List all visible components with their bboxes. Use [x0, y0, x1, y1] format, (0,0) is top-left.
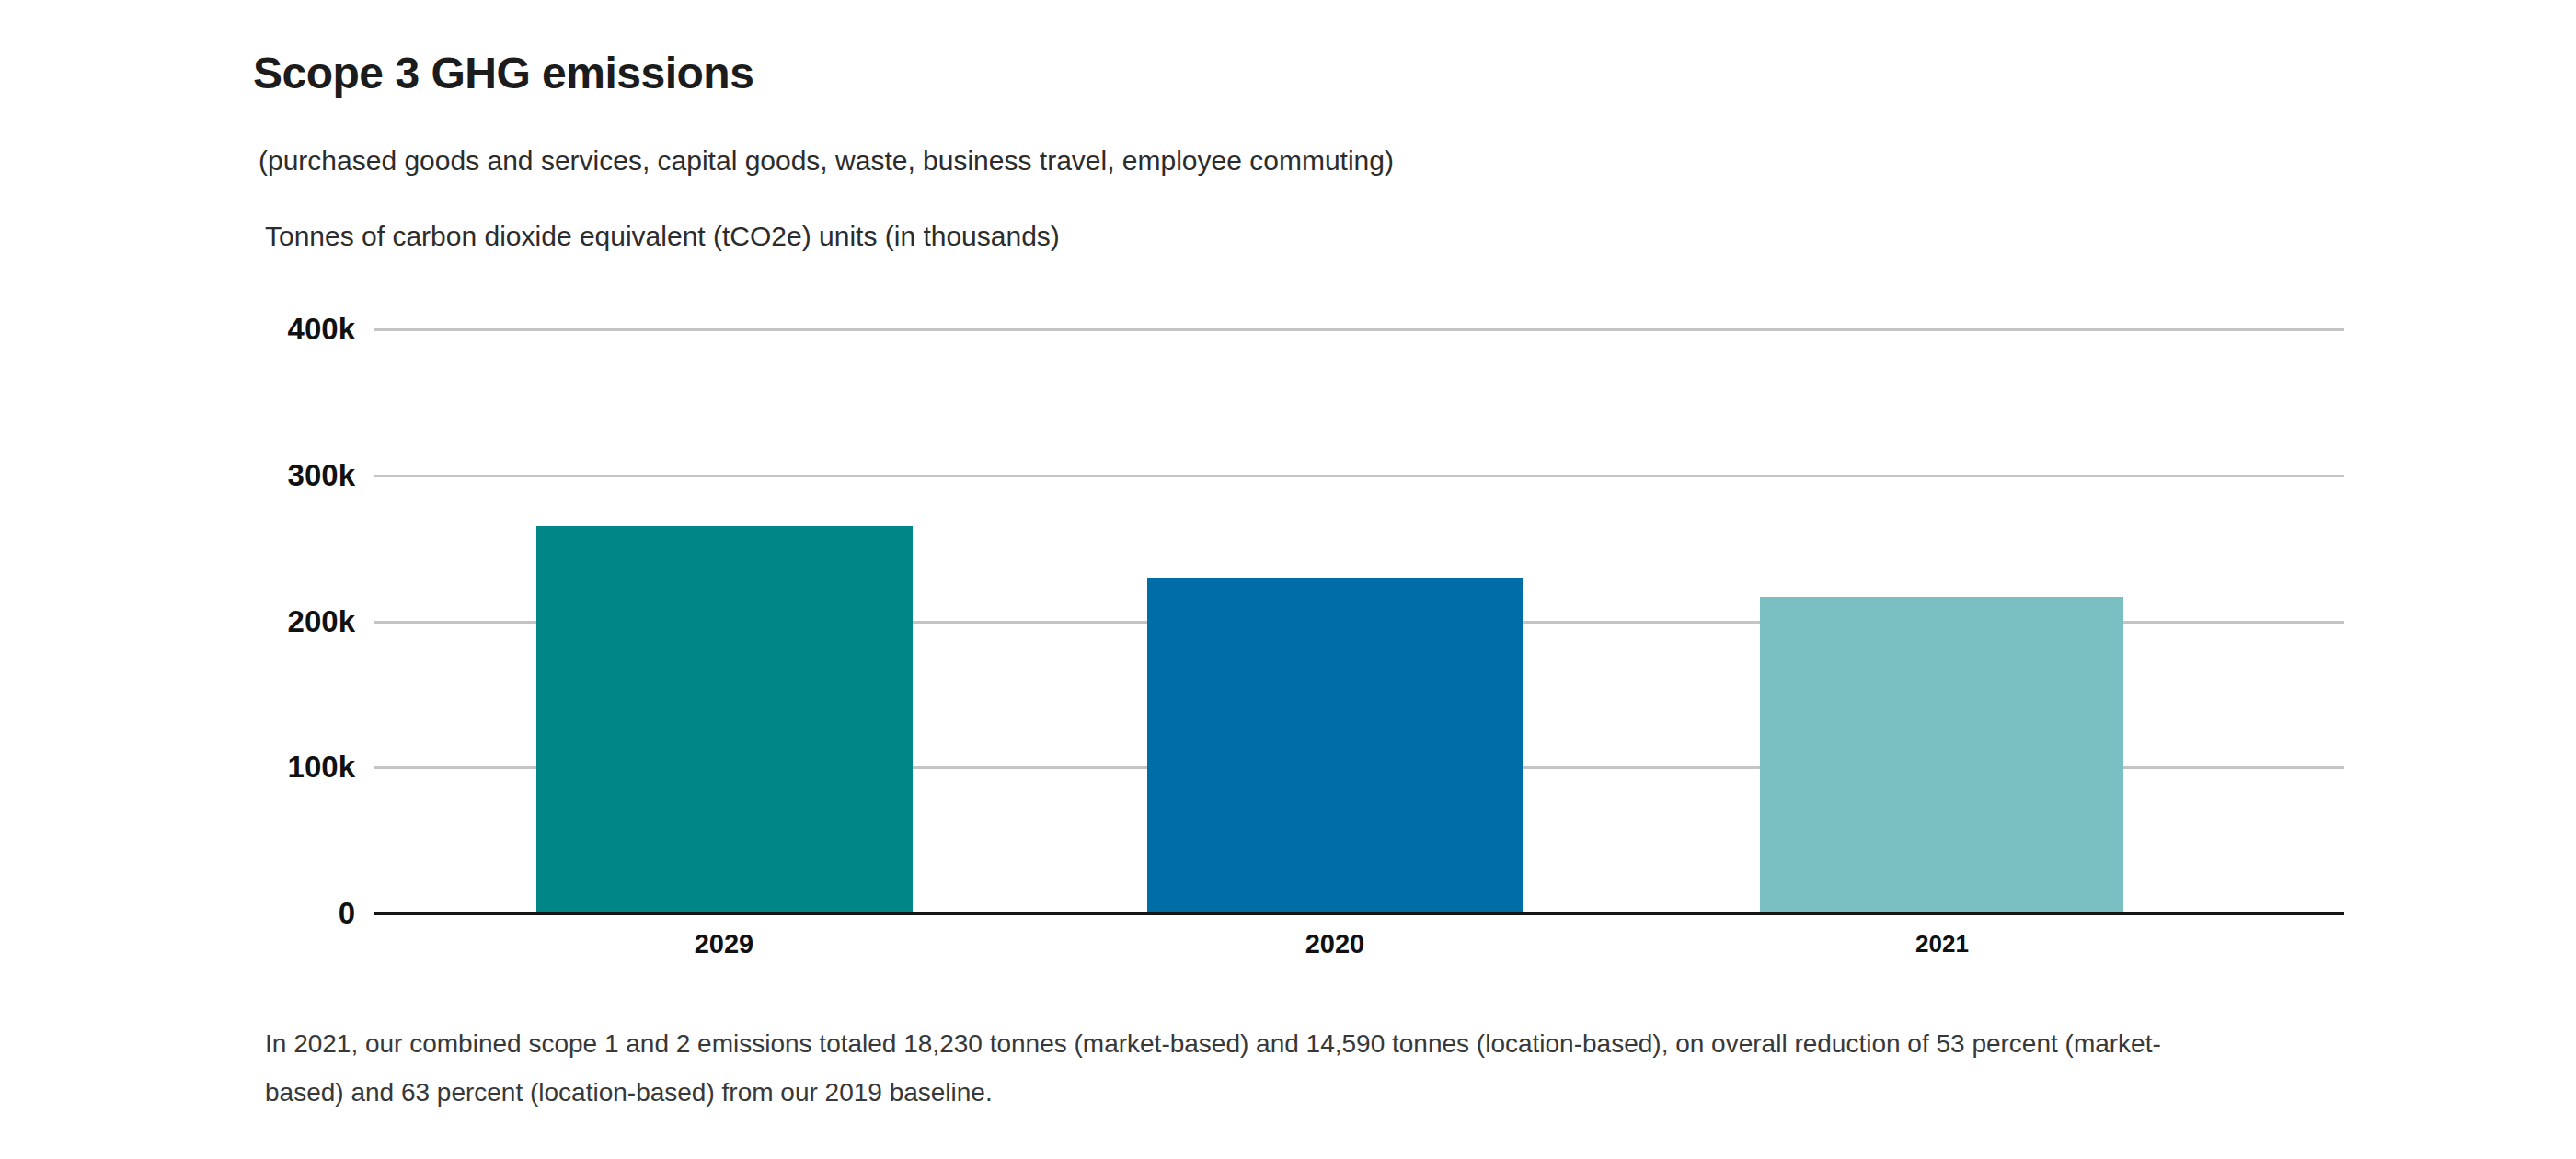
chart-units-label: Tonnes of carbon dioxide equivalent (tCO… — [265, 221, 1060, 251]
x-tick-label-2020: 2020 — [1197, 927, 1473, 960]
bar-2029 — [536, 526, 913, 913]
gridline-300k — [374, 475, 2344, 477]
y-tick-label-0: 0 — [208, 895, 355, 932]
y-tick-label-400k: 400k — [208, 311, 355, 348]
gridline-400k — [374, 328, 2344, 331]
page-title: Scope 3 GHG emissions — [253, 52, 753, 96]
scope3-emissions-chart-page: Scope 3 GHG emissions (purchased goods a… — [0, 0, 2576, 1159]
x-tick-label-2029: 2029 — [586, 927, 862, 960]
y-tick-label-100k: 100k — [208, 749, 355, 786]
chart-subtitle: (purchased goods and services, capital g… — [259, 145, 1394, 176]
x-tick-label-2021: 2021 — [1804, 927, 2080, 960]
footnote-line-1: In 2021, our combined scope 1 and 2 emis… — [265, 1019, 2161, 1068]
plot-area — [374, 329, 2344, 913]
bar-2021 — [1760, 597, 2123, 913]
y-tick-label-200k: 200k — [208, 603, 355, 640]
footnote-line-2: based) and 63 percent (location-based) f… — [265, 1068, 2161, 1117]
y-tick-label-300k: 300k — [208, 457, 355, 494]
x-axis-line — [374, 912, 2344, 915]
footnote: In 2021, our combined scope 1 and 2 emis… — [265, 1019, 2161, 1117]
bar-2020 — [1147, 578, 1523, 913]
